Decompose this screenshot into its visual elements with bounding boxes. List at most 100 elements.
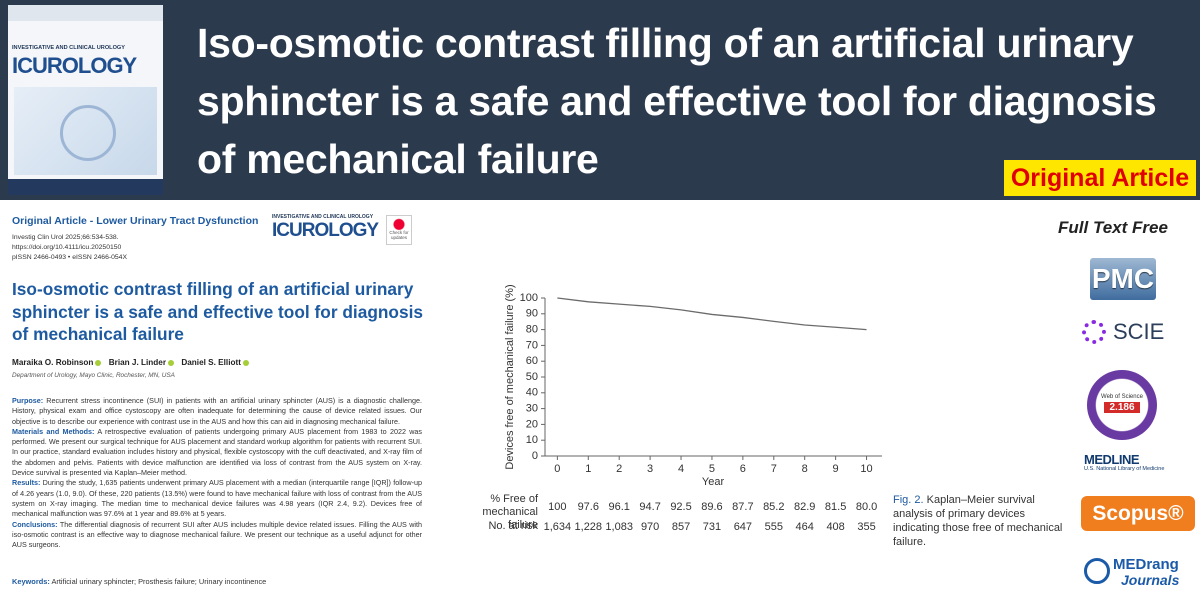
- x-tick-label: 0: [554, 463, 560, 475]
- abstract-label: Conclusions:: [12, 519, 58, 529]
- abstract-section: Results: During the study, 1,635 patient…: [12, 478, 422, 519]
- y-tick-label: 40: [526, 387, 538, 399]
- medrang-sub: Journals: [1121, 572, 1180, 588]
- table-value: 100: [548, 501, 566, 513]
- author: Brian J. Linder: [108, 358, 167, 367]
- section-label: Original Article - Lower Urinary Tract D…: [12, 215, 259, 227]
- abstract-text: A retrospective evaluation of patients u…: [12, 426, 422, 478]
- journal-name: INVESTIGATIVE AND CLINICAL UROLOGY: [272, 214, 374, 220]
- cover-ring: [60, 105, 116, 161]
- medline-logo[interactable]: MEDLINE: [1084, 452, 1140, 467]
- y-tick-label: 80: [526, 324, 538, 336]
- x-tick-label: 10: [860, 463, 872, 475]
- table-value: 97.6: [578, 501, 599, 513]
- author: Maraika O. Robinson: [12, 358, 94, 367]
- chart: Devices free of mechanical failure (%) Y…: [504, 285, 882, 533]
- keywords-text: Artificial urinary sphincter; Prosthesis…: [51, 577, 267, 586]
- y-tick-label: 70: [526, 339, 538, 351]
- y-tick-label: 30: [526, 403, 538, 415]
- x-tick-label: 9: [833, 463, 839, 475]
- banner: INVESTIGATIVE AND CLINICAL UROLOGY ICURO…: [0, 0, 1200, 200]
- citation: Investig Clin Urol 2025;66:534-538.: [12, 234, 119, 241]
- at-risk-value: 464: [796, 521, 814, 533]
- keywords: Keywords: Artificial urinary sphincter; …: [12, 577, 266, 586]
- abstract-section: Materials and Methods: A retrospective e…: [12, 427, 422, 478]
- abstract-label: Materials and Methods:: [12, 426, 95, 436]
- table-value: 92.5: [670, 501, 691, 513]
- medrang-logo[interactable]: MEDrang: [1113, 556, 1179, 573]
- row-label: No. at risk: [488, 520, 538, 532]
- y-tick-label: 100: [520, 292, 538, 304]
- abstract-text: Recurrent stress incontinence (SUI) in p…: [12, 396, 422, 426]
- at-risk-value: 970: [641, 521, 659, 533]
- author: Daniel S. Elliott: [181, 358, 241, 367]
- y-tick-label: 60: [526, 355, 538, 367]
- table-value: 94.7: [639, 501, 660, 513]
- sidebar-heading: Full Text Free: [1058, 218, 1168, 237]
- at-risk-value: 1,083: [605, 521, 633, 533]
- x-tick-label: 1: [585, 463, 591, 475]
- x-tick-label: 7: [771, 463, 777, 475]
- pmc-logo[interactable]: PMC: [1090, 258, 1156, 300]
- at-risk-value: 355: [857, 521, 875, 533]
- x-tick-label: 3: [647, 463, 653, 475]
- journal-logo: ICUROLOGY: [272, 220, 379, 241]
- caption-label: Fig. 2.: [893, 494, 924, 506]
- wos-name: Web of Science: [1101, 394, 1143, 400]
- citation: https://doi.org/10.4111/icu.20250150: [12, 244, 122, 251]
- abstract-section: Purpose: Recurrent stress incontinence (…: [12, 396, 422, 427]
- y-tick-label: 90: [526, 308, 538, 320]
- table-value: 80.0: [856, 501, 877, 513]
- figure-caption: Fig. 2. Kaplan–Meier survival analysis o…: [893, 493, 1063, 549]
- survival-line: [557, 297, 867, 331]
- x-axis-label: Year: [702, 476, 725, 488]
- abstract-label: Purpose:: [12, 396, 44, 405]
- abstract-label: Results:: [12, 478, 41, 488]
- x-tick-label: 2: [616, 463, 622, 475]
- table-value: 85.2: [763, 501, 784, 513]
- scopus-logo[interactable]: Scopus®: [1081, 496, 1195, 531]
- scie-logo[interactable]: SCIE: [1113, 319, 1165, 344]
- at-risk-value: 731: [703, 521, 721, 533]
- x-tick-label: 4: [678, 463, 684, 475]
- authors: Maraika O. Robinson Brian J. Linder Dani…: [12, 358, 254, 367]
- table-value: 82.9: [794, 501, 815, 513]
- cover-journal-name: INVESTIGATIVE AND CLINICAL UROLOGY: [12, 45, 126, 51]
- at-risk-value: 555: [765, 521, 783, 533]
- at-risk-value: 647: [734, 521, 752, 533]
- row-label: % Free of mechanical failure: [482, 493, 538, 531]
- abstract-section: Conclusions: The differential diagnosis …: [12, 520, 422, 551]
- table-value: 81.5: [825, 501, 846, 513]
- abstract-text: During the study, 1,635 patients underwe…: [12, 478, 422, 519]
- y-tick-label: 0: [532, 450, 538, 462]
- y-axis-label: Devices free of mechanical failure (%): [504, 285, 516, 470]
- medrang-icon: [1084, 558, 1110, 584]
- journal-cover: INVESTIGATIVE AND CLINICAL UROLOGY ICURO…: [8, 5, 163, 195]
- table-value: 87.7: [732, 501, 753, 513]
- abstract: Purpose: Recurrent stress incontinence (…: [12, 396, 422, 550]
- check-updates: Check for updates: [386, 215, 412, 245]
- at-risk-value: 857: [672, 521, 690, 533]
- badge: Original Article: [1004, 160, 1196, 196]
- scie-icon: [1082, 320, 1106, 344]
- at-risk-value: 1,634: [544, 521, 572, 533]
- x-tick-label: 8: [802, 463, 808, 475]
- at-risk-value: 1,228: [575, 521, 603, 533]
- y-tick-label: 10: [526, 434, 538, 446]
- banner-title: Iso-osmotic contrast filling of an artif…: [197, 20, 1157, 182]
- cover-footer: [8, 179, 163, 195]
- affiliation: Department of Urology, Mayo Clinic, Roch…: [12, 372, 175, 379]
- at-risk-value: 408: [826, 521, 844, 533]
- y-tick-label: 50: [526, 371, 538, 383]
- abstract-text: The differential diagnosis of recurrent …: [12, 519, 422, 550]
- medline-sub: U.S. National Library of Medicine: [1084, 466, 1165, 472]
- caption-text: Kaplan–Meier survival analysis of primar…: [893, 494, 1063, 548]
- wos-value: 2.186: [1104, 402, 1140, 413]
- y-tick-label: 20: [526, 418, 538, 430]
- table-value: 96.1: [608, 501, 629, 513]
- citation: pISSN 2466-0493 • eISSN 2466-054X: [12, 254, 127, 261]
- x-tick-label: 6: [740, 463, 746, 475]
- cover-top: [8, 5, 163, 21]
- cover-logo: ICUROLOGY: [12, 53, 137, 78]
